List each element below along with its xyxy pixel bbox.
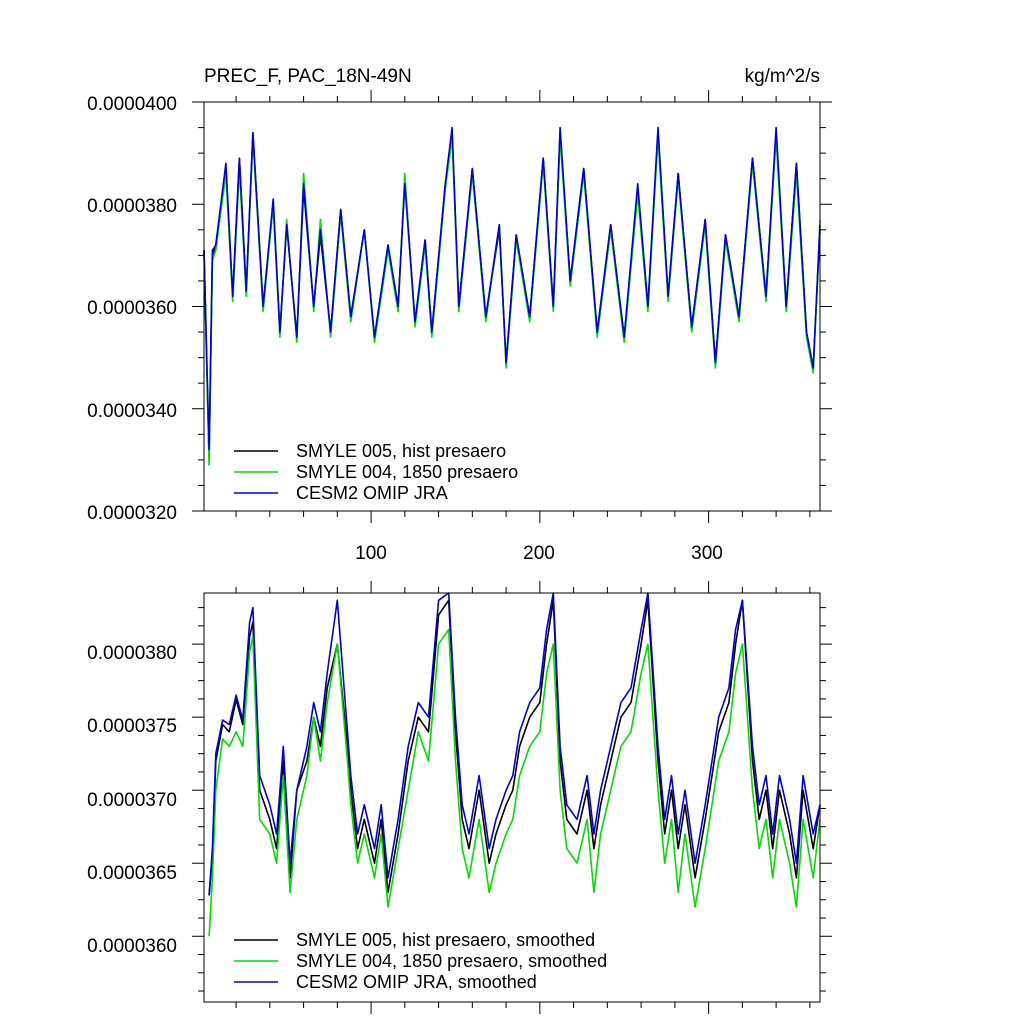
series-line [208, 592, 821, 896]
panel1-title-left: PREC_F, PAC_18N-49N [204, 66, 412, 87]
legend-label: SMYLE 005, hist presaero, smoothed [296, 930, 595, 950]
series-line [203, 137, 821, 466]
series-line [208, 628, 821, 937]
legend-label: SMYLE 004, 1850 presaero, smoothed [296, 951, 607, 971]
bottom-plot-series [208, 592, 821, 937]
top-plot: 0.0000400 0.0000380 0.0000360 0.0000340 … [87, 90, 832, 564]
top-plot-series [203, 126, 821, 466]
series-line [208, 599, 821, 896]
bottom-plot-frame [203, 592, 821, 1003]
x-tick-label: 200 [523, 543, 555, 564]
y-tick-label: 0.0000360 [87, 298, 177, 319]
legend-label: SMYLE 004, 1850 presaero [296, 462, 518, 482]
top-plot-ticks [192, 90, 832, 523]
bottom-plot-legend: SMYLE 005, hist presaero, smoothed SMYLE… [234, 930, 607, 992]
legend-label: SMYLE 005, hist presaero [296, 441, 506, 461]
bottom-plot-y-tick-labels: 0.0000380 0.0000375 0.0000370 0.0000365 … [87, 643, 177, 957]
y-tick-label: 0.0000360 [87, 936, 177, 957]
bottom-plot: 0.0000380 0.0000375 0.0000370 0.0000365 … [87, 581, 832, 1014]
bottom-plot-ticks [192, 581, 832, 1014]
top-plot-legend: SMYLE 005, hist presaero SMYLE 004, 1850… [234, 441, 518, 503]
top-plot-y-tick-labels: 0.0000400 0.0000380 0.0000360 0.0000340 … [87, 94, 177, 524]
y-tick-label: 0.0000370 [87, 790, 177, 811]
series-line [203, 126, 821, 451]
top-plot-x-tick-labels: 100 200 300 [355, 543, 723, 564]
y-tick-label: 0.0000365 [87, 863, 177, 884]
panel1-title-right: kg/m^2/s [745, 66, 820, 87]
y-tick-label: 0.0000380 [87, 643, 177, 664]
y-tick-label: 0.0000320 [87, 503, 177, 524]
y-tick-label: 0.0000400 [87, 94, 177, 115]
x-tick-label: 300 [691, 543, 723, 564]
legend-label: CESM2 OMIP JRA [296, 483, 448, 503]
y-tick-label: 0.0000380 [87, 196, 177, 217]
y-tick-label: 0.0000375 [87, 716, 177, 737]
legend-label: CESM2 OMIP JRA, smoothed [296, 972, 537, 992]
x-tick-label: 100 [355, 543, 387, 564]
y-tick-label: 0.0000340 [87, 401, 177, 422]
